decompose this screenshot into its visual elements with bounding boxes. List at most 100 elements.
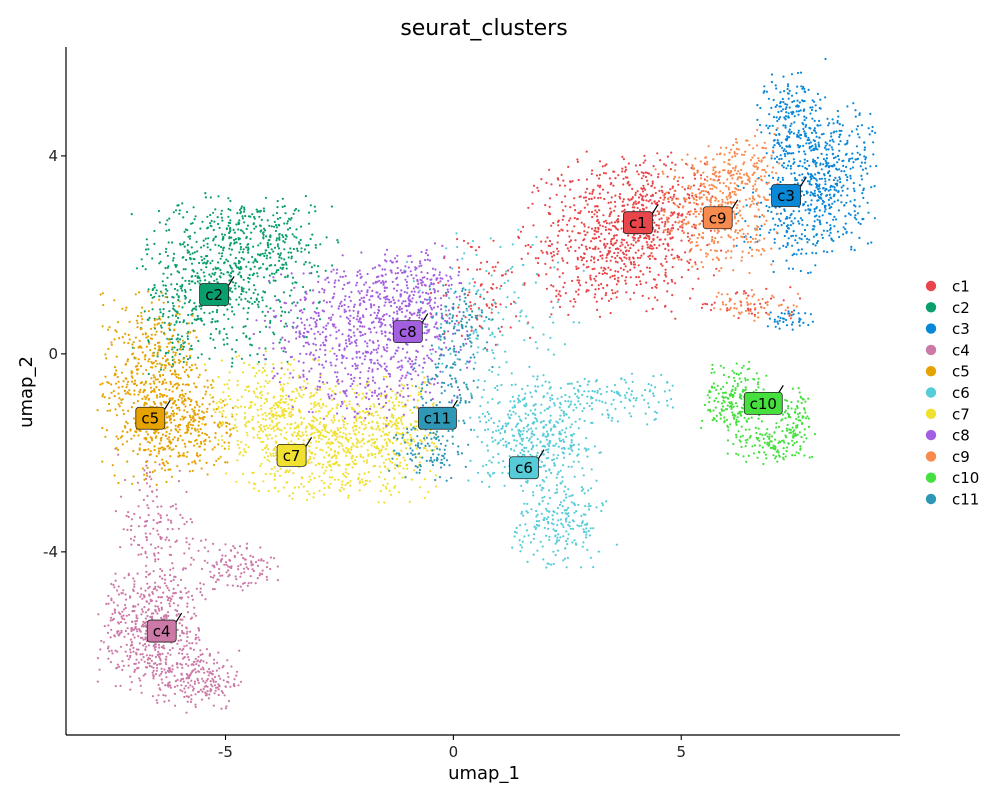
data-point [476,435,479,438]
data-point [185,258,188,261]
data-point [209,570,212,573]
data-point [648,237,651,241]
data-point [156,353,159,356]
data-point [794,239,797,242]
data-point [148,654,152,657]
data-point [791,112,794,116]
data-point [182,243,185,246]
data-point [165,676,168,679]
data-point [170,580,173,583]
data-point [190,427,193,430]
data-point [829,224,832,227]
data-point [646,266,649,269]
data-point [117,611,120,614]
data-point [144,520,147,523]
data-point [467,242,470,245]
data-point [536,438,539,441]
data-point [797,131,800,134]
data-point [577,460,580,463]
data-point [156,355,159,358]
data-point [251,213,254,216]
data-point [170,421,173,424]
data-point [170,598,173,601]
data-point [168,217,171,220]
data-point [205,433,208,436]
data-point [159,520,162,524]
data-point [593,213,596,216]
data-point [546,432,550,436]
data-point [853,210,856,213]
data-point [221,219,224,222]
data-point [228,279,231,282]
data-point [550,471,553,475]
data-point [862,187,865,190]
data-point [817,141,820,144]
data-point [154,585,157,589]
data-point [613,277,617,280]
data-point [567,313,570,316]
data-point [257,244,260,247]
data-point [782,124,785,127]
data-point [746,307,750,310]
data-point [205,684,208,688]
data-point [163,700,166,703]
data-point [168,447,171,450]
data-point [151,617,154,620]
data-point [635,202,638,205]
data-point [607,249,610,253]
data-point [144,589,147,592]
data-point [621,170,624,173]
data-point [759,234,762,237]
data-point [786,152,789,155]
data-point [206,227,209,230]
data-point [543,516,546,520]
data-point [789,214,792,217]
data-point [561,257,564,260]
data-point [652,247,655,250]
data-point [756,118,759,121]
data-point [145,575,148,579]
data-point [129,537,133,540]
data-point [773,238,776,241]
data-point [254,582,257,585]
data-point [483,415,487,418]
data-point [107,347,110,350]
data-point [152,570,155,573]
data-point [228,230,231,233]
data-point [112,617,115,621]
data-point [571,180,574,183]
data-point [257,360,260,364]
data-point [562,286,565,289]
data-point [765,90,769,93]
data-point [180,287,183,290]
data-point [589,274,592,277]
data-point [778,118,781,121]
data-point [164,364,167,367]
data-point [571,449,574,452]
data-point [203,257,206,260]
data-point [158,341,161,344]
data-point [110,343,113,346]
data-point [296,249,299,252]
data-point [527,206,530,209]
data-point [182,677,185,681]
data-point [544,204,547,207]
data-point [816,240,820,243]
data-point [238,208,242,211]
data-point [479,405,482,408]
data-point [135,652,138,655]
data-point [525,436,529,439]
data-point [172,252,176,255]
data-point [178,353,181,356]
data-point [809,271,812,274]
data-point [614,291,617,294]
data-point [497,452,500,456]
data-point [563,490,566,493]
data-point [151,366,154,369]
data-point [151,470,154,474]
data-point [132,646,135,650]
data-point [164,284,167,287]
data-point [144,638,147,641]
data-point [169,414,172,417]
data-point [165,616,168,620]
